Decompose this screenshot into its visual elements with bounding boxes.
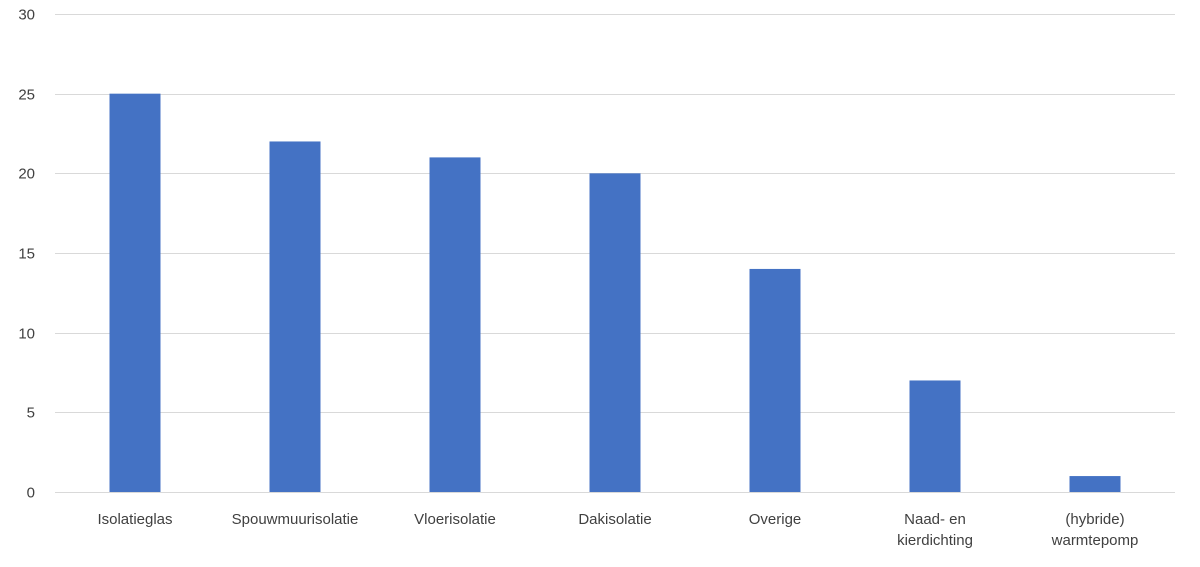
y-axis-ticks: 0 5 10 15 20 25 30: [18, 7, 35, 502]
x-tick-label-line: Vloerisolatie: [414, 511, 496, 528]
x-tick-label: Vloerisolatie: [414, 511, 496, 528]
x-tick-label-line: Isolatieglas: [97, 511, 172, 528]
bar: [269, 141, 321, 492]
y-tick-label: 0: [27, 485, 35, 502]
x-tick-label-line: Overige: [749, 511, 802, 528]
x-tick-label: Naad- en kierdichting: [897, 511, 973, 549]
bar: [109, 93, 161, 493]
y-tick-label: 5: [27, 405, 35, 422]
bars: [109, 93, 1121, 493]
x-tick-label-line: Spouwmuurisolatie: [232, 511, 359, 528]
x-axis-labels: Isolatieglas Spouwmuurisolatie Vloerisolat…: [97, 511, 1138, 549]
x-tick-label: Spouwmuurisolatie: [232, 511, 359, 528]
x-tick-label-line: Naad- en: [904, 511, 966, 528]
y-tick-label: 20: [18, 166, 35, 183]
x-tick-label-line: warmtepomp: [1051, 532, 1139, 549]
bar: [429, 157, 481, 492]
y-tick-label: 10: [18, 326, 35, 343]
x-tick-label: Dakisolatie: [578, 511, 651, 528]
x-tick-label: (hybride) warmtepomp: [1051, 511, 1139, 549]
x-tick-label: Isolatieglas: [97, 511, 172, 528]
x-tick-label-line: Dakisolatie: [578, 511, 651, 528]
x-tick-label-line: kierdichting: [897, 532, 973, 549]
bar: [589, 173, 641, 493]
y-tick-label: 15: [18, 246, 35, 263]
x-tick-label-line: (hybride): [1065, 511, 1124, 528]
bar: [909, 380, 961, 492]
y-tick-label: 25: [18, 87, 35, 104]
x-tick-label: Overige: [749, 511, 802, 528]
y-tick-label: 30: [18, 7, 35, 24]
bar: [749, 268, 801, 492]
bar: [1069, 476, 1121, 492]
